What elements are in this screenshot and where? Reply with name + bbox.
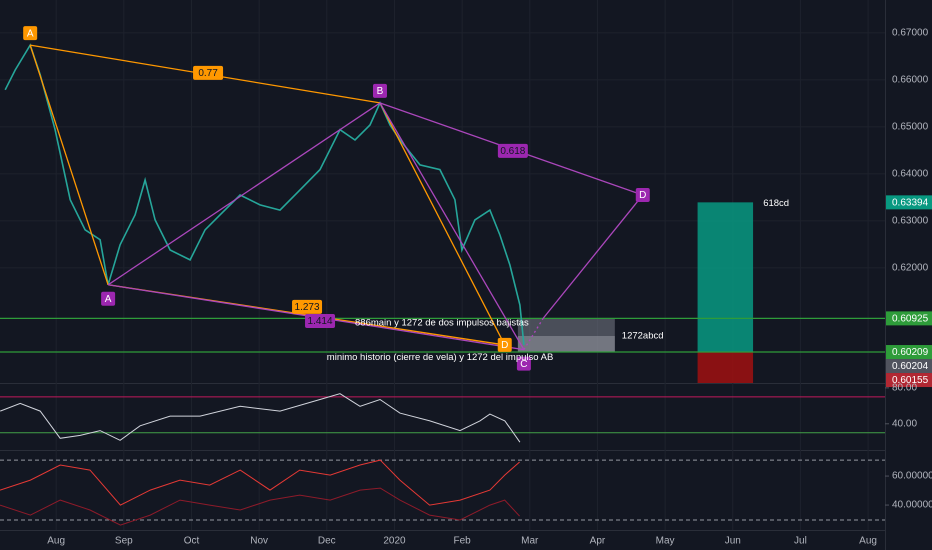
y-tick-label: 40.00: [892, 418, 917, 429]
ratio-label: 1.414: [308, 316, 333, 327]
x-tick-label: May: [656, 536, 675, 547]
price-label-box: [886, 373, 932, 388]
pattern-point: [372, 83, 387, 98]
x-tick-label: Oct: [184, 536, 200, 547]
pattern-leg: [107, 102, 381, 286]
pattern-point-label: D: [501, 340, 508, 351]
pattern-point-label: A: [27, 28, 34, 39]
pattern-leg: [542, 194, 644, 319]
pattern-point-label: B: [377, 86, 384, 97]
price-label: 0.60209: [892, 347, 929, 358]
price-label: 0.63394: [892, 197, 929, 208]
series-line: [0, 459, 520, 506]
ratio-box: [292, 299, 323, 314]
pattern-point: [23, 26, 38, 41]
pattern-point: [516, 356, 531, 371]
pattern-leg: [29, 44, 109, 285]
y-tick-label: 0.64000: [892, 169, 929, 180]
price-label: 0.60155: [892, 375, 929, 386]
y-tick-label: 0.65000: [892, 122, 929, 133]
zone-box: [517, 336, 615, 353]
pattern-point: [497, 337, 512, 352]
x-tick-label: Nov: [250, 536, 268, 547]
pattern-point-label: C: [520, 359, 527, 370]
price-label: 0.60204: [892, 361, 929, 372]
price-label-box: [886, 195, 932, 210]
y-tick-label: 0.66000: [892, 75, 929, 86]
y-tick-label: 80.00: [892, 383, 917, 394]
pattern-point: [635, 188, 650, 203]
x-tick-label: Dec: [318, 536, 336, 547]
series-line: [0, 393, 521, 443]
x-tick-label: Mar: [521, 536, 539, 547]
y-tick-label: 60.00000: [892, 471, 932, 482]
x-tick-label: 2020: [383, 536, 406, 547]
price-label-box: [886, 311, 932, 326]
x-tick-label: Feb: [454, 536, 472, 547]
pattern-point: [101, 291, 116, 306]
pattern-leg: [379, 102, 506, 346]
note: 886main y 1272 de dos impulsos bajistas: [355, 317, 529, 328]
price-label-box: [886, 359, 932, 374]
y-tick-label: 0.67000: [892, 28, 929, 39]
series-line: [0, 487, 520, 526]
pattern-point-label: A: [105, 294, 112, 305]
x-tick-label: Jun: [725, 536, 741, 547]
pattern-leg: [379, 102, 525, 350]
pattern-leg: [523, 317, 544, 350]
note: 618cd: [763, 198, 789, 209]
ratio-box: [193, 65, 224, 80]
pattern-point-label: D: [639, 190, 646, 201]
x-tick-label: Jul: [794, 536, 807, 547]
y-tick-label: 0.63000: [892, 216, 929, 227]
x-tick-label: Apr: [590, 536, 606, 547]
target-zone: [697, 202, 754, 353]
y-tick-label: 0.62000: [892, 263, 929, 274]
stop-zone: [697, 352, 754, 383]
ratio-box: [305, 313, 336, 328]
x-tick-label: Aug: [859, 536, 877, 547]
price-label: 0.60925: [892, 314, 929, 325]
ratio-label: 0.618: [500, 146, 525, 157]
note: minimo historio (cierre de vela) y 1272 …: [327, 352, 554, 363]
x-tick-label: Sep: [115, 536, 133, 547]
x-tick-label: Aug: [47, 536, 65, 547]
price-label-box: [886, 345, 932, 360]
ratio-label: 1.273: [295, 302, 320, 313]
ratio-label: 0.77: [198, 68, 218, 79]
y-tick-label: 40.00000: [892, 500, 932, 511]
note: 1272abcd: [622, 331, 664, 342]
ratio-box: [497, 143, 528, 158]
